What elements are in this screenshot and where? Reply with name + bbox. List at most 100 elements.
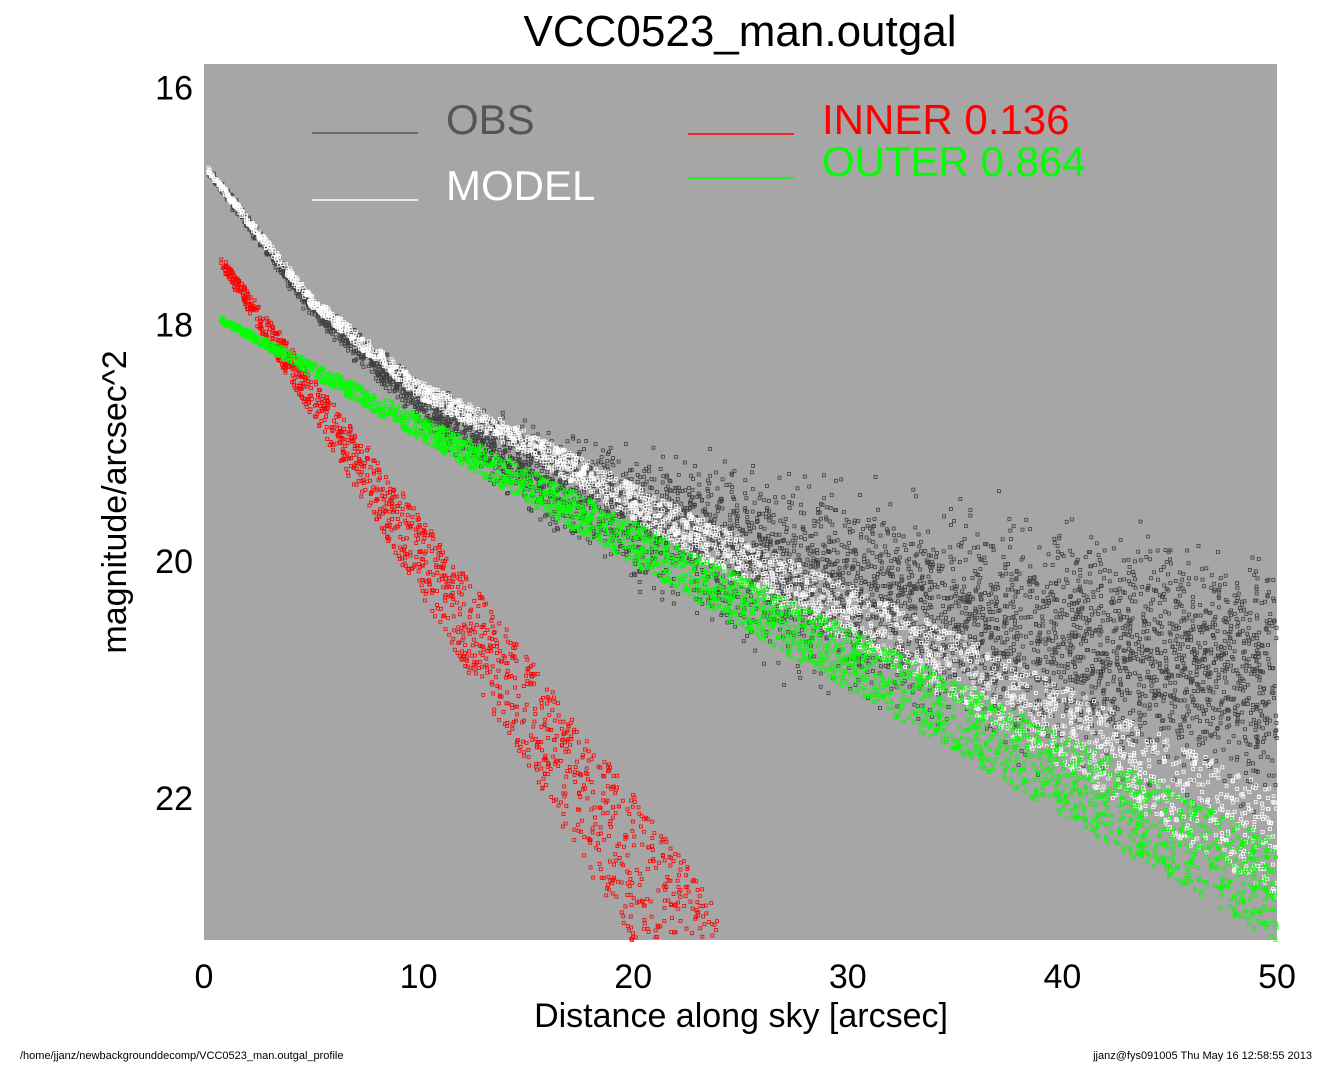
obs-point — [1270, 758, 1275, 763]
obs-point — [1093, 685, 1098, 690]
obs-point — [1138, 677, 1143, 682]
obs-point — [1184, 675, 1189, 679]
obs-point — [1217, 708, 1222, 712]
obs-point — [1086, 618, 1091, 623]
obs-point — [886, 568, 891, 573]
obs-point — [1234, 617, 1239, 621]
obs-point — [761, 511, 766, 516]
obs-point — [897, 533, 901, 538]
obs-point — [1254, 705, 1259, 709]
obs-point — [1243, 735, 1247, 739]
obs-point — [1059, 607, 1064, 612]
obs-point — [1178, 723, 1183, 727]
obs-point — [1244, 752, 1249, 756]
obs-point — [538, 492, 543, 497]
obs-point — [813, 531, 818, 536]
obs-point — [959, 540, 964, 545]
obs-point — [1096, 612, 1101, 616]
scatter-points — [206, 165, 1279, 942]
obs-point — [1169, 701, 1174, 706]
obs-point — [576, 452, 581, 457]
obs-point — [590, 459, 594, 464]
obs-point — [513, 481, 518, 486]
obs-point — [690, 488, 695, 493]
obs-point — [975, 532, 980, 537]
obs-point — [402, 404, 407, 409]
obs-point — [1003, 740, 1008, 745]
obs-point — [675, 496, 680, 501]
obs-point — [576, 439, 581, 444]
obs-point — [1216, 676, 1221, 680]
obs-point — [828, 505, 833, 510]
obs-point — [713, 513, 718, 518]
obs-point — [745, 515, 750, 519]
obs-point — [853, 579, 858, 583]
obs-point — [1045, 669, 1050, 674]
obs-point — [1000, 537, 1005, 542]
obs-point — [565, 439, 570, 444]
obs-point — [693, 503, 697, 508]
obs-point — [929, 568, 933, 573]
obs-point — [1235, 721, 1240, 726]
obs-point — [1008, 528, 1013, 533]
obs-point — [1051, 626, 1056, 631]
obs-point — [1102, 702, 1107, 707]
obs-point — [951, 617, 955, 622]
obs-point — [1203, 736, 1208, 741]
obs-point — [642, 474, 647, 479]
obs-point — [834, 478, 838, 483]
obs-point — [1186, 582, 1191, 587]
obs-point — [1198, 719, 1202, 723]
obs-point — [1272, 619, 1276, 624]
obs-point — [812, 518, 817, 523]
obs-point — [1026, 615, 1030, 620]
obs-point — [1056, 549, 1060, 554]
obs-point — [598, 508, 603, 513]
obs-point — [1182, 653, 1186, 658]
obs-point — [949, 523, 953, 527]
obs-point — [996, 636, 1000, 640]
obs-point — [697, 482, 702, 487]
obs-point — [1058, 675, 1063, 680]
obs-point — [1222, 638, 1227, 643]
obs-point — [1126, 571, 1131, 575]
obs-point — [1054, 622, 1058, 627]
obs-point — [846, 571, 851, 576]
obs-point — [805, 557, 810, 562]
obs-point — [583, 498, 588, 503]
obs-point — [1213, 731, 1217, 736]
obs-point — [1142, 721, 1147, 725]
obs-point — [667, 524, 671, 529]
obs-point — [972, 622, 977, 627]
obs-point — [706, 489, 710, 493]
obs-point — [1095, 541, 1099, 546]
obs-point — [773, 532, 778, 537]
obs-point — [1257, 685, 1262, 690]
obs-point — [807, 545, 812, 550]
obs-point — [1038, 630, 1042, 635]
obs-point — [972, 617, 977, 622]
obs-point — [1024, 634, 1028, 639]
obs-point — [1274, 721, 1279, 725]
obs-point — [762, 661, 766, 666]
obs-point — [1211, 690, 1216, 695]
obs-point — [818, 684, 823, 689]
obs-point — [1231, 668, 1236, 673]
obs-point — [1209, 651, 1214, 656]
obs-point — [1205, 718, 1209, 723]
obs-point — [1126, 558, 1131, 562]
obs-point — [961, 662, 965, 667]
obs-point — [609, 459, 614, 464]
obs-point — [729, 489, 734, 494]
obs-point — [829, 539, 834, 544]
obs-point — [1215, 629, 1220, 633]
obs-point — [1216, 672, 1221, 677]
obs-point — [1182, 698, 1187, 703]
obs-point — [1147, 622, 1151, 627]
obs-point — [1190, 716, 1195, 721]
obs-point — [784, 526, 789, 530]
obs-point — [842, 523, 847, 528]
obs-point — [837, 566, 842, 570]
obs-point — [1188, 670, 1193, 675]
obs-point — [1185, 548, 1190, 553]
